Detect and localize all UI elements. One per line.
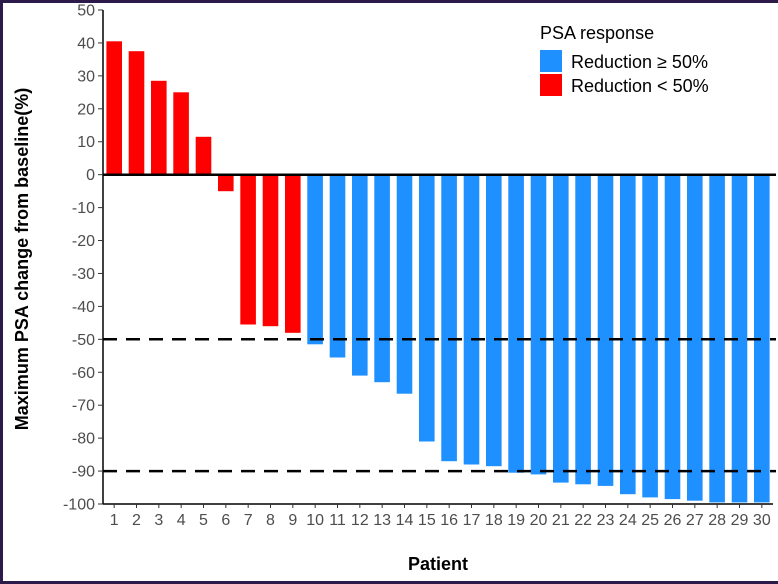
x-tick-label: 18 <box>485 512 503 529</box>
bar-patient-12 <box>352 174 368 376</box>
x-tick-label: 10 <box>306 512 324 529</box>
legend: PSA response Reduction ≥ 50% Reduction <… <box>540 23 709 96</box>
bar-patient-5 <box>195 136 212 175</box>
y-tick-label: -60 <box>72 365 95 382</box>
bar-patient-9 <box>285 174 301 333</box>
legend-key-reduction-ge-50 <box>540 50 562 72</box>
y-tick-label: -30 <box>72 266 95 283</box>
bar-patient-14 <box>396 174 413 394</box>
legend-label-reduction-lt-50: Reduction < 50% <box>571 76 709 96</box>
bar-patient-1 <box>106 41 122 175</box>
reference-lines <box>103 173 776 473</box>
bar-patient-21 <box>553 174 569 483</box>
y-tick-label: -20 <box>72 233 95 250</box>
bar-patient-30 <box>754 174 770 503</box>
legend-key-reduction-lt-50 <box>540 74 562 96</box>
x-axis-title: Patient <box>408 554 468 574</box>
x-tick-label: 30 <box>753 512 771 529</box>
bar-patient-16 <box>441 174 457 462</box>
y-tick-label: 20 <box>77 101 95 118</box>
y-tick-label: 40 <box>77 35 95 52</box>
bar-patient-23 <box>597 174 614 486</box>
bar-patient-26 <box>664 174 681 500</box>
bar-patient-22 <box>575 174 591 485</box>
x-tick-label: 13 <box>373 512 391 529</box>
x-tick-label: 1 <box>110 512 119 529</box>
x-tick-label: 3 <box>154 512 163 529</box>
bar-patient-15 <box>419 174 435 442</box>
bar-patient-17 <box>463 174 480 465</box>
bar-patient-24 <box>620 174 636 495</box>
bar-patient-13 <box>374 174 390 383</box>
x-tick-label: 29 <box>731 512 749 529</box>
x-tick-label: 11 <box>329 512 346 529</box>
x-tick-label: 8 <box>266 512 275 529</box>
y-tick-label: -40 <box>72 299 95 316</box>
y-tick-label: -80 <box>72 431 95 448</box>
x-tick-label: 4 <box>177 512 186 529</box>
x-tick-label: 26 <box>664 512 682 529</box>
y-axis-title: Maximum PSA change from baseline(%) <box>12 88 32 430</box>
x-tick-label: 2 <box>132 512 141 529</box>
x-tick-label: 27 <box>686 512 704 529</box>
y-tick-label: -90 <box>72 464 95 481</box>
x-tick-label: 6 <box>221 512 230 529</box>
y-tick-label: -10 <box>72 200 95 217</box>
axes-group <box>98 9 773 508</box>
legend-title: PSA response <box>540 23 654 43</box>
y-tick-label: 30 <box>77 68 95 85</box>
x-tick-label: 14 <box>396 512 414 529</box>
bar-patient-25 <box>642 174 658 498</box>
bar-patient-6 <box>218 174 234 192</box>
x-tick-label: 25 <box>641 512 659 529</box>
y-tick-label: 10 <box>77 134 95 151</box>
x-tick-label: 17 <box>463 512 481 529</box>
y-tick-label: 50 <box>77 3 95 20</box>
x-tick-label: 16 <box>440 512 458 529</box>
bar-patient-11 <box>329 174 346 358</box>
bar-patient-8 <box>262 174 279 327</box>
legend-label-reduction-ge-50: Reduction ≥ 50% <box>571 52 708 72</box>
bars-group <box>106 41 770 503</box>
x-tick-label: 21 <box>552 512 570 529</box>
y-tick-label: 0 <box>86 167 95 184</box>
y-tick-label: -50 <box>72 332 95 349</box>
x-tick-label: 5 <box>199 512 208 529</box>
x-tick-label: 19 <box>507 512 525 529</box>
bar-patient-10 <box>307 174 323 345</box>
y-tick-label: -70 <box>72 398 95 415</box>
bar-patient-27 <box>687 174 703 501</box>
x-tick-label: 28 <box>708 512 726 529</box>
x-tick-label: 9 <box>288 512 297 529</box>
y-tick-label: -100 <box>63 497 95 514</box>
bar-patient-3 <box>151 80 167 175</box>
x-tick-label: 15 <box>418 512 436 529</box>
x-tick-label: 20 <box>530 512 548 529</box>
x-tick-label: 23 <box>597 512 615 529</box>
x-tick-label: 22 <box>574 512 592 529</box>
bar-patient-18 <box>486 174 502 467</box>
bar-patient-29 <box>731 174 748 503</box>
bar-patient-20 <box>530 174 547 475</box>
bar-patient-28 <box>709 174 725 503</box>
tick-labels: 50 40 30 20 10 0 -10 -20 -30 -40 -50 -60 -70 -80 -90 -1… <box>63 3 771 530</box>
x-tick-label: 24 <box>619 512 637 529</box>
bar-patient-2 <box>128 51 145 175</box>
bar-patient-19 <box>508 174 524 473</box>
bar-patient-7 <box>240 174 256 325</box>
x-tick-label: 12 <box>351 512 369 529</box>
bar-patient-4 <box>173 92 189 175</box>
x-tick-label: 7 <box>244 512 253 529</box>
